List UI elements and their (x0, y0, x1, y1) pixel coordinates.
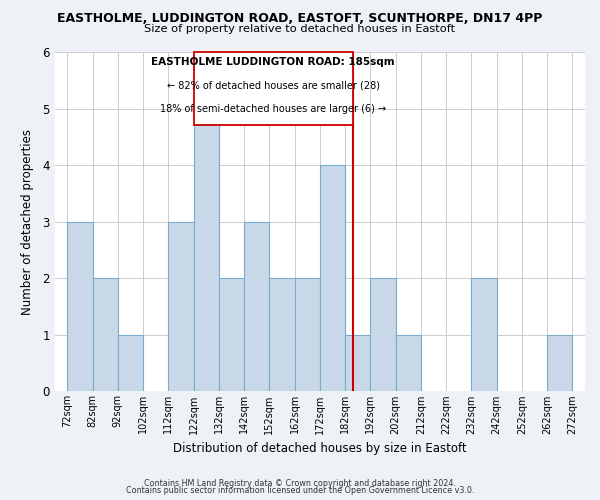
Bar (244, 222, 269, 392)
Bar (269, 278, 295, 392)
Bar (320, 166, 345, 392)
Bar (345, 335, 370, 392)
Bar (67, 222, 92, 392)
Bar (118, 335, 143, 392)
Text: ← 82% of detached houses are smaller (28): ← 82% of detached houses are smaller (28… (167, 80, 380, 90)
FancyBboxPatch shape (194, 52, 353, 125)
Text: Size of property relative to detached houses in Eastoft: Size of property relative to detached ho… (145, 24, 455, 34)
Bar (395, 335, 421, 392)
X-axis label: Distribution of detached houses by size in Eastoft: Distribution of detached houses by size … (173, 442, 467, 455)
Bar (547, 335, 572, 392)
Bar (295, 278, 320, 392)
Bar (219, 278, 244, 392)
Bar (92, 278, 118, 392)
Text: Contains HM Land Registry data © Crown copyright and database right 2024.: Contains HM Land Registry data © Crown c… (144, 478, 456, 488)
Text: EASTHOLME LUDDINGTON ROAD: 185sqm: EASTHOLME LUDDINGTON ROAD: 185sqm (151, 57, 395, 67)
Bar (194, 109, 219, 392)
Text: 18% of semi-detached houses are larger (6) →: 18% of semi-detached houses are larger (… (160, 104, 386, 114)
Bar (169, 222, 194, 392)
Text: Contains public sector information licensed under the Open Government Licence v3: Contains public sector information licen… (126, 486, 474, 495)
Y-axis label: Number of detached properties: Number of detached properties (21, 129, 34, 315)
Bar (472, 278, 497, 392)
Bar (370, 278, 395, 392)
Text: EASTHOLME, LUDDINGTON ROAD, EASTOFT, SCUNTHORPE, DN17 4PP: EASTHOLME, LUDDINGTON ROAD, EASTOFT, SCU… (58, 12, 542, 26)
